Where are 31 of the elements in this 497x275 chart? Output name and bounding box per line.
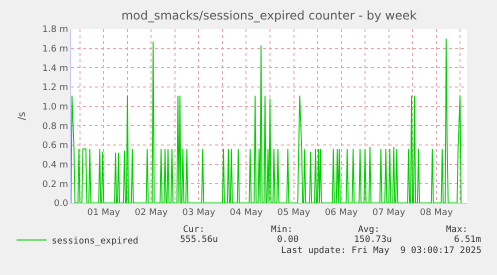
x-tick-label: 01 May — [87, 208, 121, 218]
x-tick-label: 02 May — [134, 208, 168, 218]
text: 0.00 — [277, 235, 299, 245]
text: 150.73u — [354, 235, 392, 245]
text: Max: — [446, 225, 468, 235]
y-tick-label: 1.8 m — [42, 25, 68, 36]
y-tick-label: 0.0 — [54, 199, 68, 210]
x-tick-label: 03 May — [182, 208, 216, 218]
text: Last update: Fri May 9 03:00:17 2025 — [281, 246, 482, 256]
text: Cur: — [183, 225, 205, 235]
y-tick-label: 0.6 m — [42, 141, 68, 152]
y-tick-label: 1.2 m — [42, 83, 68, 94]
text: Min: — [271, 225, 293, 235]
y-axis-title: /s — [17, 112, 28, 120]
text: 555.56u — [180, 235, 218, 245]
legend-label: sessions_expired — [52, 236, 138, 247]
x-tick-label: 05 May — [277, 208, 311, 218]
y-tick-label: 0.2 m — [42, 180, 68, 190]
y-tick-label: 0.4 m — [42, 160, 68, 170]
text: Avg: — [358, 225, 380, 235]
x-tick-label: 04 May — [230, 208, 264, 218]
line-series — [71, 38, 462, 203]
text: 6.51m — [454, 235, 482, 245]
y-tick-label: 1.0 m — [42, 102, 68, 112]
x-tick-label: 08 May — [420, 208, 454, 218]
x-tick-label: 07 May — [372, 208, 406, 218]
y-tick-label: 0.8 m — [42, 122, 68, 132]
x-tick-label: 06 May — [324, 208, 358, 218]
y-tick-label: 1.4 m — [42, 64, 68, 74]
chart-title: mod_smacks/sessions_expired counter - by week — [121, 8, 417, 22]
y-tick-label: 1.6 m — [42, 44, 68, 54]
